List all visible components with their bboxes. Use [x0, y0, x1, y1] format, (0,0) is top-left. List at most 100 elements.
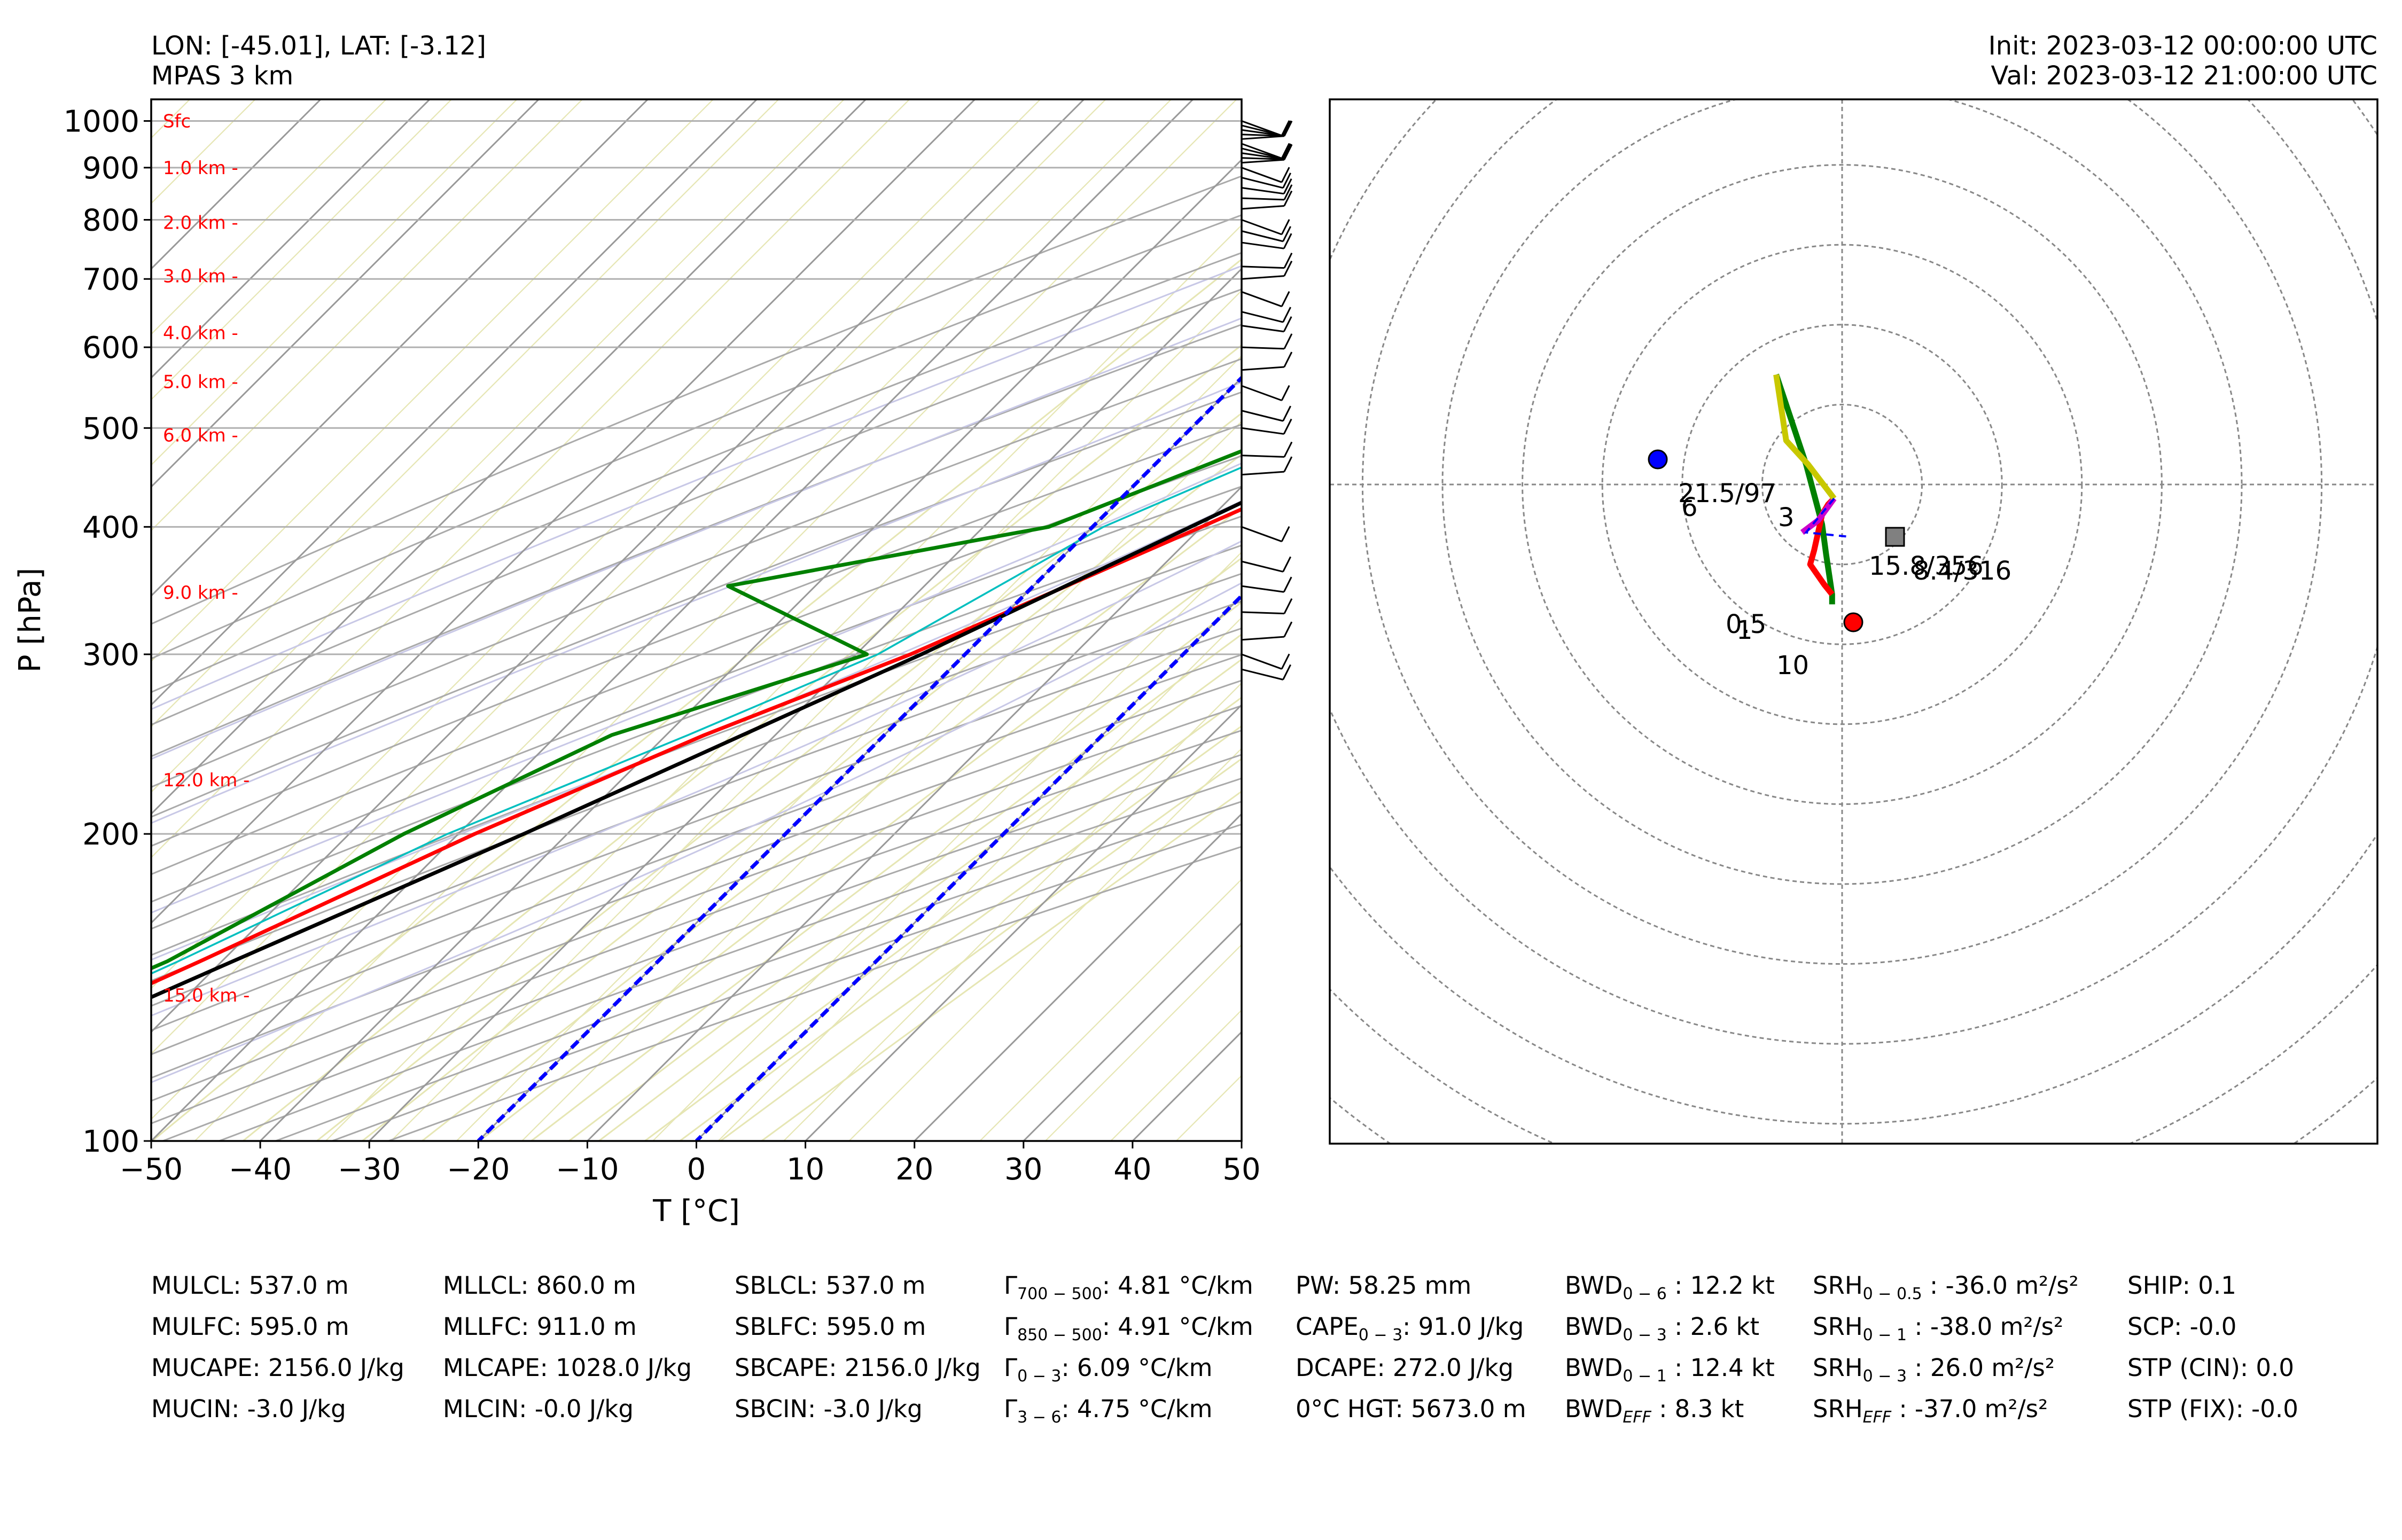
background-line — [521, 420, 1242, 1141]
dry-adiabat — [151, 424, 1242, 847]
valid-time-label: Val: 2023-03-12 21:00:00 UTC — [1991, 61, 2378, 91]
wind-barb-flag — [1283, 351, 1293, 368]
mixing-ratio-line — [479, 557, 1242, 1141]
wind-barb — [1241, 265, 1285, 269]
wind-barb — [1241, 668, 1283, 681]
y-tick-label: 900 — [82, 151, 139, 186]
y-tick-label: 200 — [82, 817, 139, 852]
wind-barb-flag — [1282, 405, 1291, 421]
height-label: 15.0 km - — [163, 985, 249, 1006]
wind-barb-flag — [1283, 598, 1293, 614]
background-line — [151, 99, 387, 335]
hodograph-trace-2 — [1800, 496, 1837, 535]
background-line — [848, 747, 1242, 1141]
wind-barb-flag — [1282, 664, 1291, 681]
mixing-ratio-line — [421, 506, 1242, 1141]
wind-barb-flag — [1283, 441, 1293, 458]
hodograph-annotation: 6 — [1681, 493, 1698, 522]
index-col1-1: MULFC: 595.0 m — [151, 1312, 349, 1341]
dry-adiabat — [275, 801, 1242, 1141]
background-line — [1307, 99, 2349, 1141]
hodograph-annotation: 1 — [1736, 615, 1753, 645]
wind-barb-flag — [1283, 190, 1293, 207]
index-col2-3: MLCIN: -0.0 J/kg — [443, 1395, 634, 1423]
wind-barb-flag — [1283, 178, 1292, 194]
index-col7-3: SRHEFF : -37.0 m²/s² — [1813, 1395, 2048, 1427]
wind-barb-flag — [1281, 143, 1290, 159]
wind-barb — [1241, 241, 1284, 249]
wind-barb-flag — [1281, 526, 1290, 542]
background-line — [1044, 944, 1242, 1141]
y-tick-label: 300 — [82, 638, 139, 673]
background-line — [151, 99, 845, 793]
wind-barb — [1241, 159, 1284, 164]
wind-barb — [1241, 157, 1285, 160]
mixing-ratio-line — [568, 633, 1242, 1141]
dry-adiabat — [151, 455, 1242, 875]
wind-barb — [1241, 455, 1285, 458]
background-line — [194, 99, 1237, 1141]
storm-motion-line — [1804, 497, 1846, 538]
wind-barb-flag — [1282, 120, 1291, 136]
moist-adiabat — [151, 462, 1242, 914]
background-line — [151, 99, 1041, 989]
wind-barb — [1241, 129, 1284, 137]
wind-barb — [1241, 147, 1283, 160]
wind-barb-flag — [1283, 418, 1292, 435]
wind-barb-flag — [1283, 316, 1292, 332]
hodograph-ring — [1441, 99, 2243, 885]
dry-adiabat — [151, 391, 1242, 818]
x-tick-label: 0 — [687, 1152, 706, 1187]
y-tick-label: 100 — [82, 1124, 139, 1159]
isotherm-grid-line — [151, 99, 649, 597]
hodograph-ring — [1330, 99, 2377, 1124]
x-tick-label: −50 — [120, 1152, 183, 1187]
index-col6-2: BWD0 − 1 : 12.4 kt — [1565, 1354, 1775, 1386]
background-line — [151, 99, 910, 858]
isotherm-grid-line — [151, 99, 758, 706]
dry-adiabat — [151, 729, 1242, 1124]
background-line — [718, 616, 1242, 1141]
background-line — [979, 878, 1242, 1141]
index-col6-0: BWD0 − 6 : 12.2 kt — [1565, 1271, 1775, 1303]
index-col6-3: BWDEFF : 8.3 kt — [1565, 1395, 1744, 1427]
index-col1-2: MUCAPE: 2156.0 J/kg — [151, 1354, 404, 1382]
wind-barb-flag — [1283, 253, 1293, 269]
hodograph-frame — [1329, 98, 2378, 1145]
wind-barb — [1241, 636, 1284, 641]
wind-barb-flag — [1281, 219, 1290, 235]
x-tick-label: −20 — [447, 1152, 510, 1187]
profile-line-2 — [151, 501, 1242, 999]
dry-adiabat — [151, 705, 1242, 1102]
index-col2-0: MLLCL: 860.0 m — [443, 1271, 636, 1300]
wind-barb — [1241, 311, 1283, 323]
x-tick-label: −30 — [338, 1152, 401, 1187]
model-label: MPAS 3 km — [151, 61, 294, 91]
dry-adiabat — [388, 846, 1242, 1141]
wind-barb — [1241, 167, 1282, 183]
hodograph-annotation: 15.8/356 — [1869, 551, 1984, 581]
height-label: 6.0 km - — [163, 425, 238, 447]
moist-adiabat — [151, 317, 1242, 760]
index-col1-3: MUCIN: -3.0 J/kg — [151, 1395, 346, 1423]
hodograph-annotation: 10 — [1776, 651, 1809, 681]
background-line — [1110, 1009, 1242, 1141]
background-line — [151, 99, 779, 728]
index-col7-0: SRH0 − 0.5 : -36.0 m²/s² — [1813, 1271, 2079, 1303]
index-col7-1: SRH0 − 1 : -38.0 m²/s² — [1813, 1312, 2064, 1344]
wind-barb — [1241, 275, 1284, 280]
x-tick-label: 10 — [786, 1152, 824, 1187]
location-label: LON: [-45.01], LAT: [-3.12] — [151, 31, 486, 61]
wind-barb — [1241, 385, 1282, 402]
moist-adiabat — [151, 540, 1242, 1017]
profile-line-6 — [477, 375, 1242, 1141]
profile-line-5 — [151, 466, 1242, 975]
wind-barb-flag — [1283, 621, 1293, 637]
dry-adiabat — [151, 486, 1242, 903]
background-line — [151, 99, 452, 401]
profile-line-1 — [151, 449, 1242, 971]
index-col7-2: SRH0 − 3 : 26.0 m²/s² — [1813, 1354, 2055, 1386]
wind-barb-flag — [1283, 233, 1292, 249]
